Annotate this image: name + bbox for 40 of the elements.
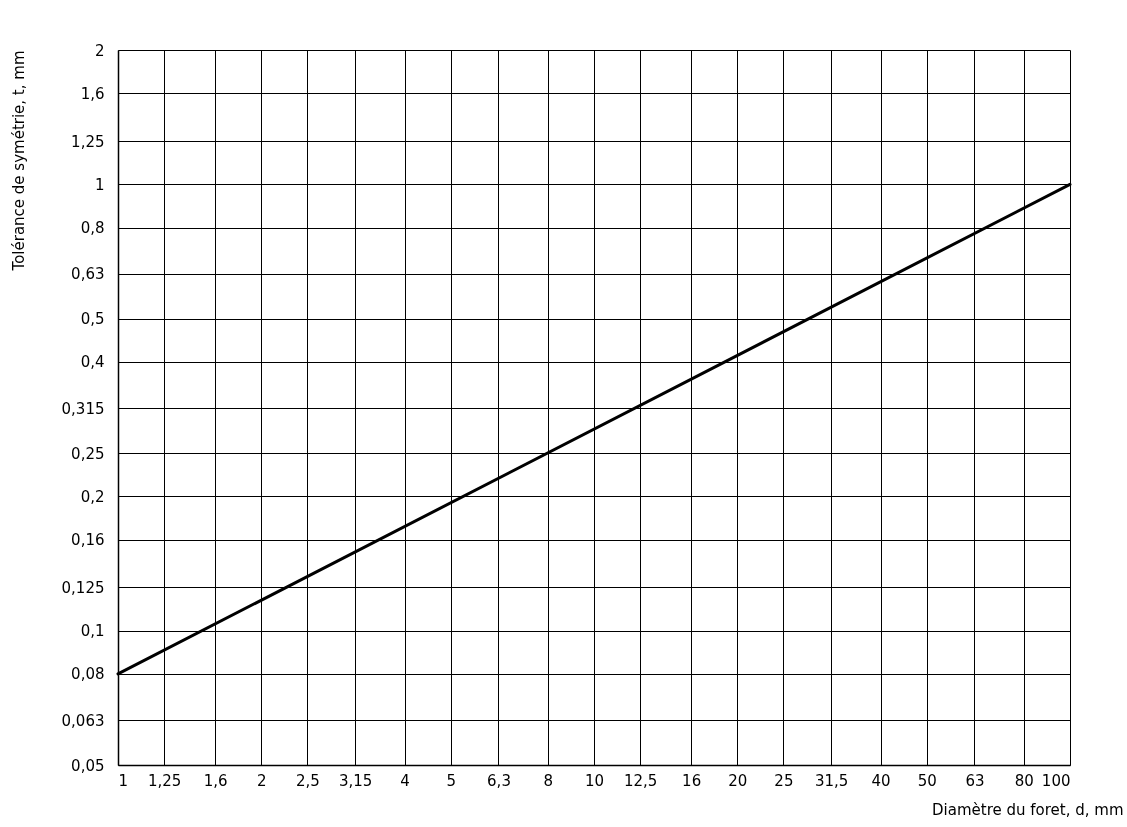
- x-tick-label: 3,15: [338, 771, 373, 790]
- x-tick-label: 12,5: [623, 771, 658, 790]
- x-tick-label: 6,3: [487, 771, 511, 790]
- y-tick-label: 1,6: [80, 84, 105, 103]
- y-tick-label: 2: [94, 41, 105, 60]
- y-tick-label: 0,315: [61, 399, 105, 418]
- y-tick-label: 0,2: [80, 487, 105, 506]
- x-tick-label: 4: [400, 771, 410, 790]
- x-tick-label: 40: [871, 771, 891, 790]
- x-tick-label: 1,6: [203, 771, 228, 790]
- x-tick-label: 5: [446, 771, 456, 790]
- x-tick-label: 63: [965, 771, 985, 790]
- x-tick-label: 1: [118, 771, 129, 790]
- y-tick-label: 0,08: [71, 665, 105, 684]
- y-tick-label: 0,125: [61, 578, 105, 597]
- y-tick-label: 0,063: [61, 711, 105, 730]
- y-tick-label: 0,63: [71, 265, 105, 284]
- x-tick-label: 80: [1014, 771, 1034, 790]
- x-tick-label: 20: [728, 771, 748, 790]
- y-tick-label: 0,05: [71, 756, 105, 775]
- y-tick-label: 0,1: [80, 622, 105, 641]
- y-tick-label: 0,25: [71, 444, 105, 463]
- x-tick-label: 1,25: [147, 771, 182, 790]
- x-tick-label: 50: [917, 771, 937, 790]
- x-tick-label: 8: [543, 771, 554, 790]
- y-tick-label: 0,5: [80, 310, 105, 329]
- x-tick-label: 25: [774, 771, 794, 790]
- x-tick-label: 10: [584, 771, 605, 790]
- x-tick-label: 2,5: [295, 771, 320, 790]
- y-tick-label: 1,25: [71, 132, 105, 151]
- y-tick-label: 0,16: [71, 531, 105, 550]
- y-tick-label: 0,4: [80, 353, 105, 372]
- y-tick-label: 0,8: [80, 219, 105, 238]
- x-tick-label: 16: [682, 771, 702, 790]
- x-tick-label: 31,5: [814, 771, 849, 790]
- x-axis-title: Diamètre du foret, d, mm: [932, 800, 1124, 819]
- x-tick-label: 2: [257, 771, 267, 790]
- x-tick-label: 100: [1041, 771, 1071, 790]
- y-axis-title: Tolérance de symétrie, t, mm: [9, 50, 28, 272]
- y-tick-label: 1: [94, 175, 105, 194]
